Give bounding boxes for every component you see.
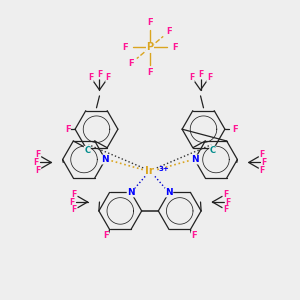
- Text: F: F: [260, 166, 265, 175]
- Text: F: F: [35, 150, 40, 159]
- Text: F: F: [223, 190, 228, 199]
- Text: F: F: [88, 73, 93, 82]
- Text: F: F: [103, 231, 109, 240]
- Text: F: F: [70, 197, 75, 206]
- Text: F: F: [223, 205, 228, 214]
- Text: N: N: [191, 155, 198, 164]
- Text: F: F: [198, 70, 203, 79]
- Text: F: F: [172, 43, 178, 52]
- Text: F: F: [65, 125, 70, 134]
- Text: F: F: [147, 68, 153, 77]
- Text: F: F: [260, 150, 265, 159]
- Text: F: F: [35, 166, 40, 175]
- Text: N: N: [127, 188, 135, 197]
- Text: F: F: [225, 197, 230, 206]
- Text: 3+: 3+: [159, 166, 169, 172]
- Text: F: F: [189, 73, 194, 82]
- Text: F: F: [207, 73, 212, 82]
- Text: F: F: [72, 190, 77, 199]
- Text: Ir: Ir: [146, 166, 154, 176]
- Text: F: F: [128, 59, 134, 68]
- Text: P: P: [146, 43, 154, 52]
- Text: F: F: [106, 73, 111, 82]
- Text: F: F: [97, 70, 102, 79]
- Text: F: F: [147, 18, 153, 27]
- Text: N: N: [165, 188, 173, 197]
- Text: C: C: [84, 146, 90, 155]
- Text: F: F: [72, 205, 77, 214]
- Text: N: N: [102, 155, 109, 164]
- Text: C: C: [210, 146, 216, 155]
- Text: F: F: [167, 27, 172, 36]
- Text: F: F: [122, 43, 128, 52]
- Text: F: F: [262, 158, 267, 167]
- Text: F: F: [232, 125, 238, 134]
- Text: F: F: [33, 158, 38, 167]
- Text: F: F: [191, 231, 197, 240]
